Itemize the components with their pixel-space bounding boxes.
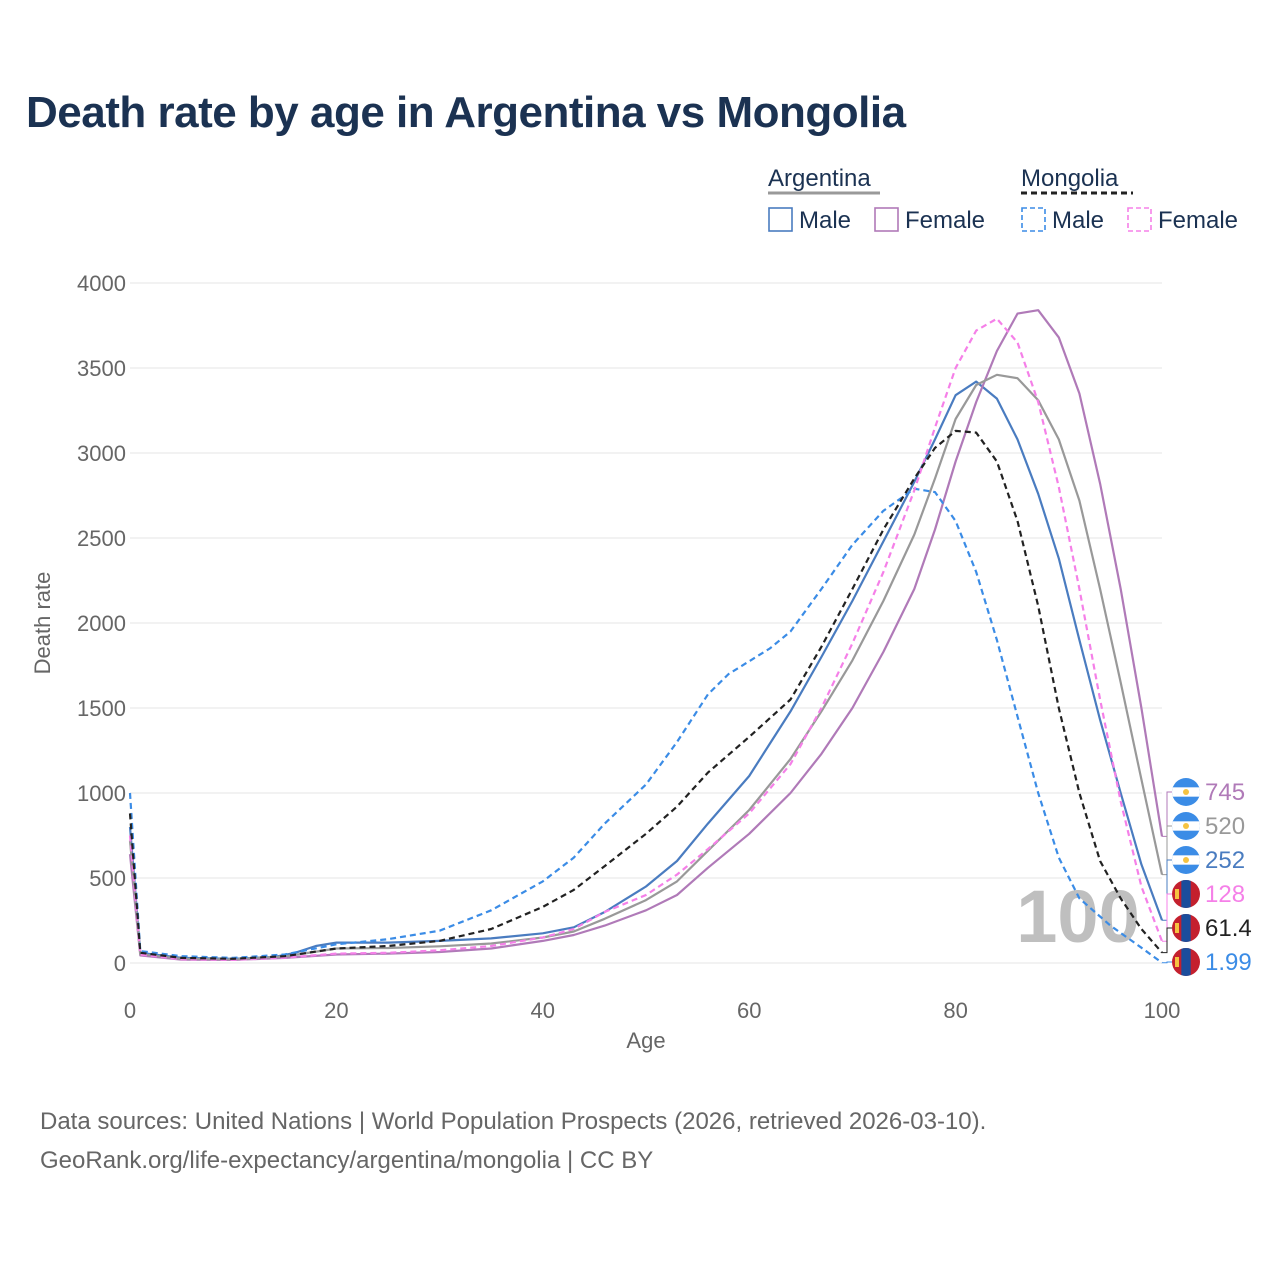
series-line-argentina-female xyxy=(128,309,1164,962)
legend-label-argentina-male[interactable]: Male xyxy=(799,207,851,234)
footer-attribution: GeoRank.org/life-expectancy/argentina/mo… xyxy=(40,1147,654,1174)
argentina-flag-icon xyxy=(1172,812,1200,840)
legend-swatch-argentina-male xyxy=(768,207,793,232)
legend-group-argentina: Argentina xyxy=(768,165,871,192)
y-tick-label: 2500 xyxy=(77,526,126,551)
end-label-leader xyxy=(1162,961,1172,964)
series-line-mongolia-female xyxy=(128,317,1164,962)
mongolia-flag-icon xyxy=(1172,880,1200,908)
legend-label-argentina-female[interactable]: Female xyxy=(905,207,985,234)
end-label-value: 252 xyxy=(1205,847,1245,874)
end-label-value: 520 xyxy=(1205,813,1245,840)
x-tick-label: 100 xyxy=(1144,998,1181,1023)
end-label-value: 745 xyxy=(1205,779,1245,806)
legend-swatch-mongolia-male xyxy=(1021,207,1046,232)
y-tick-label: 3000 xyxy=(77,441,126,466)
end-label-value: 128 xyxy=(1205,881,1245,908)
legend-swatch-argentina-female xyxy=(874,207,899,232)
y-tick-label: 1000 xyxy=(77,781,126,806)
mongolia-flag-icon xyxy=(1172,948,1200,976)
end-labels: 745 520 252 128 61.4 1.99 xyxy=(1162,778,1252,976)
end-label-leader xyxy=(1162,791,1172,837)
y-tick-label: 4000 xyxy=(77,271,126,296)
x-tick-label: 0 xyxy=(124,998,136,1023)
end-label-value: 1.99 xyxy=(1205,949,1252,976)
footer-source: Data sources: United Nations | World Pop… xyxy=(40,1108,987,1135)
y-tick-label: 500 xyxy=(89,866,126,891)
chart-title: Death rate by age in Argentina vs Mongol… xyxy=(26,88,906,137)
mongolia-flag-icon xyxy=(1172,914,1200,942)
argentina-flag-icon xyxy=(1172,846,1200,874)
axes: 0 500 1000 1500 2000 2500 3000 3500 4000 0 20 40 60 8… xyxy=(30,271,1180,1053)
legend[interactable]: Argentina Male Female Mongolia Male Female xyxy=(768,165,1238,234)
end-label-leader xyxy=(1162,893,1172,942)
legend-swatch-mongolia-female xyxy=(1127,207,1152,232)
x-tick-label: 80 xyxy=(943,998,967,1023)
y-tick-label: 1500 xyxy=(77,696,126,721)
x-tick-label: 20 xyxy=(324,998,348,1023)
series-lines xyxy=(128,309,1164,964)
end-label-value: 61.4 xyxy=(1205,915,1252,942)
x-tick-label: 40 xyxy=(531,998,555,1023)
x-axis-title: Age xyxy=(626,1028,665,1053)
x-tick-label: 60 xyxy=(737,998,761,1023)
argentina-flag-icon xyxy=(1172,778,1200,806)
y-tick-label: 3500 xyxy=(77,356,126,381)
y-axis-title: Death rate xyxy=(30,572,55,675)
series-line-argentina-total xyxy=(128,373,1164,961)
end-label-leader xyxy=(1162,927,1172,954)
legend-label-mongolia-female[interactable]: Female xyxy=(1158,207,1238,234)
legend-group-mongolia: Mongolia xyxy=(1021,165,1119,192)
series-line-mongolia-total xyxy=(128,429,1163,960)
end-label-leader xyxy=(1162,825,1172,876)
gridlines xyxy=(130,282,1162,964)
end-label-leader xyxy=(1162,859,1172,921)
watermark-text: 100 xyxy=(1016,875,1139,958)
y-tick-label: 2000 xyxy=(77,611,126,636)
series-line-mongolia-male xyxy=(128,487,1163,964)
series-line-argentina-male xyxy=(128,380,1164,960)
legend-label-mongolia-male[interactable]: Male xyxy=(1052,207,1104,234)
y-tick-label: 0 xyxy=(114,951,126,976)
